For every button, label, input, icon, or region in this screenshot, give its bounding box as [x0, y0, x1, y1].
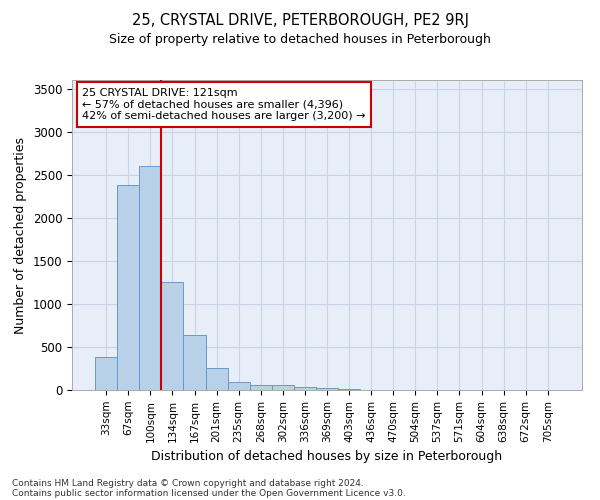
Bar [294, 386, 316, 390]
Y-axis label: Number of detached properties: Number of detached properties [14, 136, 27, 334]
Text: Size of property relative to detached houses in Peterborough: Size of property relative to detached ho… [109, 32, 491, 46]
Bar [250, 385, 272, 390]
Bar [117, 185, 139, 390]
Bar [206, 368, 227, 390]
Text: 25 CRYSTAL DRIVE: 121sqm
← 57% of detached houses are smaller (4,396)
42% of sem: 25 CRYSTAL DRIVE: 121sqm ← 57% of detach… [82, 88, 366, 121]
Bar [161, 282, 184, 390]
Bar [316, 388, 338, 390]
Bar [227, 382, 250, 390]
Bar [139, 166, 161, 390]
X-axis label: Distribution of detached houses by size in Peterborough: Distribution of detached houses by size … [151, 450, 503, 463]
Bar [95, 358, 117, 390]
Text: Contains public sector information licensed under the Open Government Licence v3: Contains public sector information licen… [12, 488, 406, 498]
Bar [272, 386, 294, 390]
Text: 25, CRYSTAL DRIVE, PETERBOROUGH, PE2 9RJ: 25, CRYSTAL DRIVE, PETERBOROUGH, PE2 9RJ [131, 12, 469, 28]
Bar [184, 335, 206, 390]
Text: Contains HM Land Registry data © Crown copyright and database right 2024.: Contains HM Land Registry data © Crown c… [12, 478, 364, 488]
Bar [338, 388, 360, 390]
